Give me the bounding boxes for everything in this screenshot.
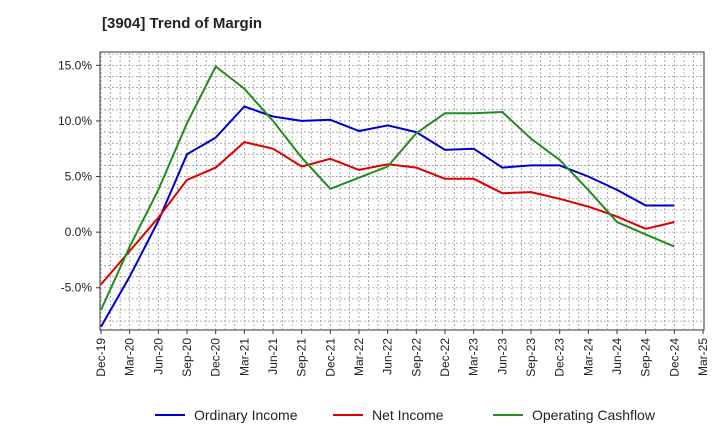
x-tick-label: Mar-21 [237, 338, 251, 376]
x-tick-label: Mar-24 [581, 338, 595, 376]
y-tick-label: 0.0% [65, 225, 93, 239]
x-tick-label: Jun-21 [266, 338, 280, 375]
legend-label: Operating Cashflow [532, 407, 656, 423]
x-tick-label: Jun-20 [151, 338, 165, 375]
y-tick-label: 10.0% [58, 114, 92, 128]
plot-area [99, 51, 705, 331]
x-tick-label: Sep-21 [295, 338, 309, 377]
x-tick-label: Dec-20 [209, 338, 223, 377]
y-axis-ticks: 15.0% 10.0% 5.0% 0.0% -5.0% [58, 58, 100, 295]
x-tick-label: Mar-22 [352, 338, 366, 376]
x-tick-label: Dec-22 [438, 338, 452, 377]
x-tick-label: Mar-20 [123, 338, 137, 376]
legend: Ordinary Income Net Income Operating Cashf… [155, 407, 656, 423]
x-tick-label: Jun-24 [610, 338, 624, 375]
legend-label: Ordinary Income [194, 407, 298, 423]
x-tick-label: Dec-21 [323, 338, 337, 377]
x-tick-label: Dec-19 [94, 338, 108, 377]
y-tick-label: 5.0% [65, 170, 93, 184]
legend-label: Net Income [372, 407, 444, 423]
x-tick-label: Jun-23 [495, 338, 509, 375]
x-axis-ticks: Dec-19 Mar-20 Jun-20 Sep-20 Dec-20 Mar-21 Jun-… [94, 330, 710, 377]
x-tick-label: Dec-24 [667, 338, 681, 377]
x-tick-label: Sep-20 [180, 338, 194, 377]
x-tick-label: Sep-24 [639, 338, 653, 377]
chart-title: [3904] Trend of Margin [102, 15, 263, 32]
series-line-operating-cashflow [100, 65, 675, 311]
y-tick-label: 15.0% [58, 58, 92, 72]
x-tick-label: Sep-23 [524, 338, 538, 377]
horizontal-grid [100, 53, 704, 322]
x-tick-label: Mar-23 [467, 338, 481, 376]
series-line-net-income [100, 141, 675, 286]
x-tick-label: Sep-22 [409, 338, 423, 377]
x-tick-label: Dec-23 [553, 338, 567, 377]
x-tick-label: Jun-22 [381, 338, 395, 375]
series-line-ordinary-income [100, 105, 675, 328]
x-tick-label: Mar-25 [696, 338, 710, 376]
y-tick-label: -5.0% [61, 281, 93, 295]
series-lines [100, 65, 675, 328]
